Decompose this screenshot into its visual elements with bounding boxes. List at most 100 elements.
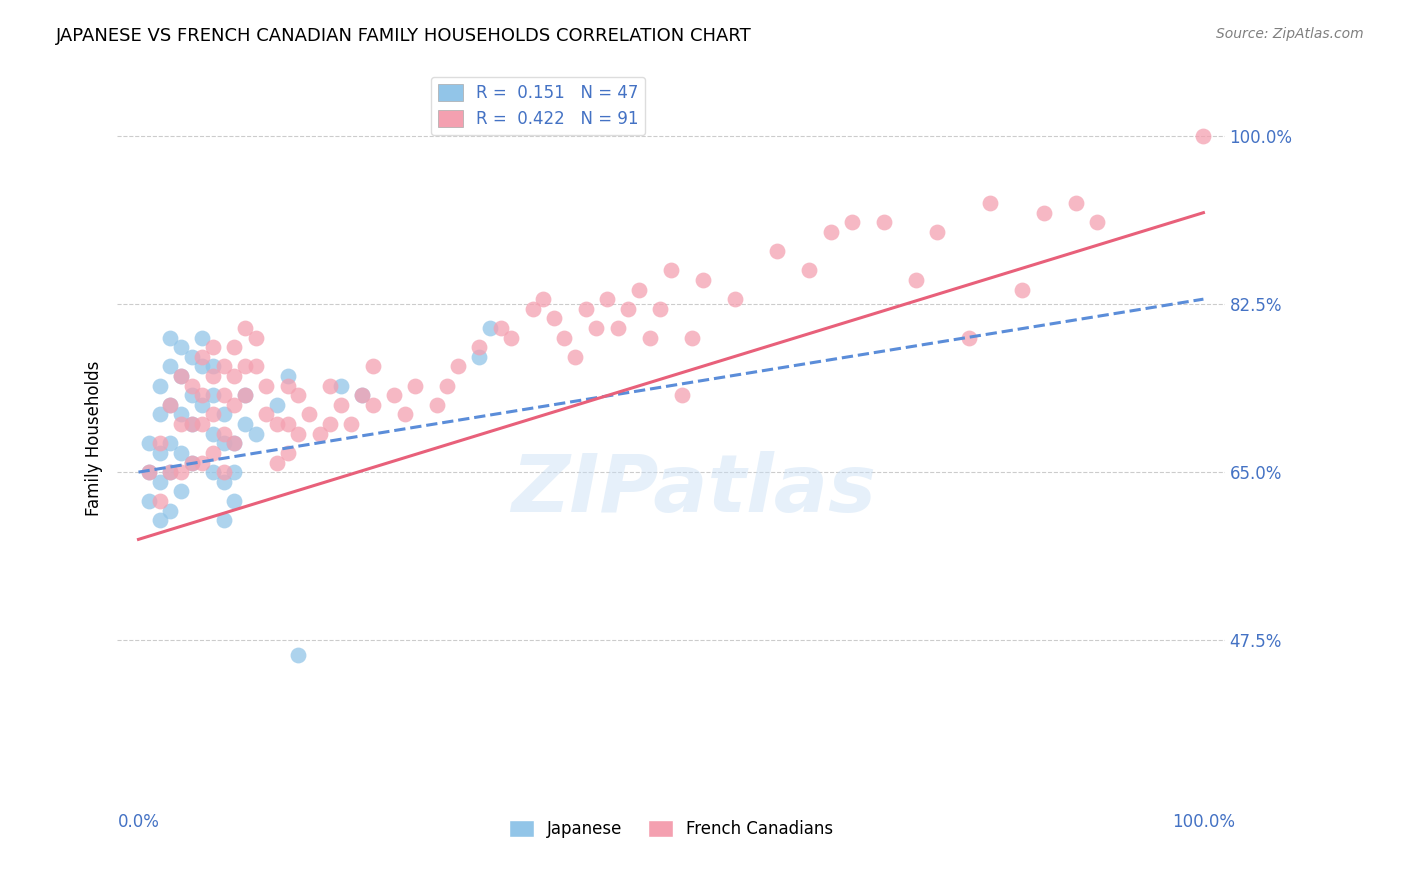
Point [254,408,277,422]
Point [149,408,172,422]
Point [308,426,330,441]
Point [361,398,384,412]
Point [340,417,363,431]
Point [352,388,374,402]
Point [233,417,256,431]
Point [159,398,181,412]
Point [212,465,235,479]
Point [149,513,172,527]
Point [606,321,628,335]
Point [1032,205,1054,219]
Point [191,359,214,374]
Point [149,446,172,460]
Point [404,378,426,392]
Point [489,321,512,335]
Point [382,388,405,402]
Point [149,436,172,450]
Point [287,426,309,441]
Point [159,465,181,479]
Point [202,369,225,384]
Point [149,494,172,508]
Point [627,283,650,297]
Point [180,388,202,402]
Point [394,408,416,422]
Point [149,475,172,489]
Point [202,465,225,479]
Point [202,359,225,374]
Point [170,369,193,384]
Point [212,436,235,450]
Point [159,465,181,479]
Point [596,292,619,306]
Point [170,417,193,431]
Point [224,398,246,412]
Point [638,330,661,344]
Point [149,378,172,392]
Point [478,321,501,335]
Point [191,398,214,412]
Point [319,417,342,431]
Point [180,417,202,431]
Point [820,225,842,239]
Point [254,378,277,392]
Point [277,446,299,460]
Point [212,513,235,527]
Point [361,359,384,374]
Point [191,350,214,364]
Point [468,350,491,364]
Point [224,340,246,354]
Point [287,388,309,402]
Point [233,321,256,335]
Point [159,359,181,374]
Point [319,378,342,392]
Point [426,398,449,412]
Point [553,330,575,344]
Point [191,417,214,431]
Point [436,378,458,392]
Point [191,330,214,344]
Point [170,446,193,460]
Point [979,196,1001,211]
Point [1085,215,1108,229]
Point [531,292,554,306]
Point [681,330,703,344]
Point [287,648,309,662]
Point [212,408,235,422]
Point [329,378,352,392]
Y-axis label: Family Households: Family Households [86,360,103,516]
Point [659,263,682,277]
Point [266,398,288,412]
Point [202,408,225,422]
Point [245,426,267,441]
Point [245,330,267,344]
Point [957,330,980,344]
Point [617,301,640,316]
Point [202,446,225,460]
Point [501,330,523,344]
Point [873,215,896,229]
Point [650,301,672,316]
Point [447,359,470,374]
Text: JAPANESE VS FRENCH CANADIAN FAMILY HOUSEHOLDS CORRELATION CHART: JAPANESE VS FRENCH CANADIAN FAMILY HOUSE… [56,27,752,45]
Point [212,359,235,374]
Point [170,484,193,499]
Point [159,330,181,344]
Point [224,369,246,384]
Point [841,215,863,229]
Point [266,417,288,431]
Point [138,465,160,479]
Point [159,398,181,412]
Point [212,388,235,402]
Point [277,378,299,392]
Point [233,388,256,402]
Point [277,417,299,431]
Point [170,408,193,422]
Point [766,244,789,259]
Point [277,369,299,384]
Point [180,456,202,470]
Text: Source: ZipAtlas.com: Source: ZipAtlas.com [1216,27,1364,41]
Point [224,436,246,450]
Point [180,350,202,364]
Point [138,436,160,450]
Text: ZIPatlas: ZIPatlas [510,451,876,529]
